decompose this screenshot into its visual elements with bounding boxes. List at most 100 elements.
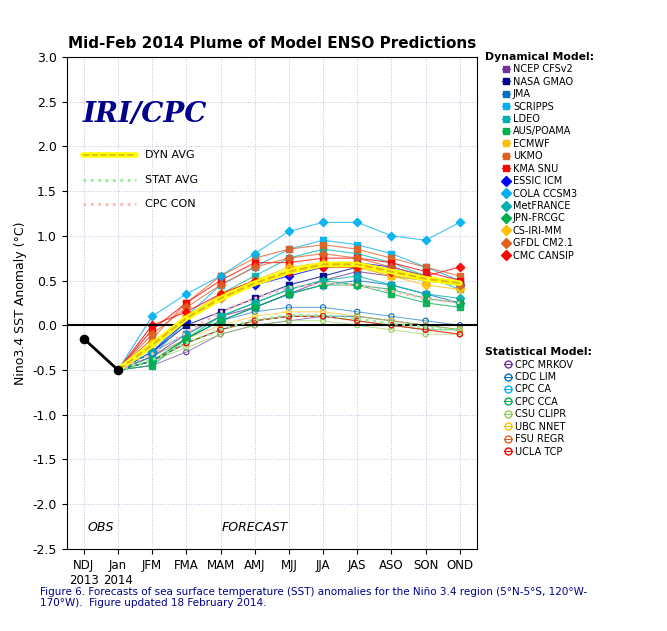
Point [454, 320, 465, 330]
Point [454, 262, 465, 272]
Point [147, 329, 157, 339]
Point [249, 316, 260, 326]
Point [147, 351, 157, 362]
Point [386, 316, 397, 326]
Point [420, 280, 431, 290]
Point [420, 262, 431, 272]
Point [454, 280, 465, 290]
Point [420, 276, 431, 286]
Point [249, 320, 260, 330]
Point [249, 320, 260, 330]
Point [352, 253, 363, 263]
Point [147, 351, 157, 362]
Point [181, 302, 191, 312]
Point [147, 347, 157, 357]
Point [454, 298, 465, 308]
Point [420, 271, 431, 281]
Point [283, 266, 294, 276]
Point [181, 316, 191, 326]
Point [215, 311, 226, 321]
Point [249, 311, 260, 321]
Point [249, 293, 260, 304]
Point [215, 325, 226, 335]
Point [317, 302, 328, 312]
Point [249, 271, 260, 281]
Point [249, 307, 260, 317]
Point [283, 253, 294, 263]
Point [147, 356, 157, 366]
Point [249, 302, 260, 312]
Point [215, 289, 226, 299]
Point [386, 316, 397, 326]
Point [215, 293, 226, 304]
Point [181, 289, 191, 299]
Point [317, 311, 328, 321]
Point [181, 334, 191, 344]
Point [147, 334, 157, 344]
Point [454, 280, 465, 290]
Point [317, 311, 328, 321]
Point [454, 302, 465, 312]
Point [215, 280, 226, 290]
Point [386, 320, 397, 330]
Point [147, 347, 157, 357]
Point [386, 266, 397, 276]
Point [317, 253, 328, 263]
Point [317, 311, 328, 321]
Point [147, 356, 157, 366]
Point [181, 311, 191, 321]
Point [283, 316, 294, 326]
Point [181, 329, 191, 339]
Point [420, 271, 431, 281]
Point [420, 289, 431, 299]
Point [113, 365, 123, 375]
Point [386, 271, 397, 281]
Point [420, 266, 431, 276]
Point [317, 280, 328, 290]
Point [352, 307, 363, 317]
Point [352, 311, 363, 321]
Point [215, 329, 226, 339]
Point [386, 271, 397, 281]
Point [283, 253, 294, 263]
Point [249, 276, 260, 286]
Point [147, 360, 157, 370]
Point [386, 320, 397, 330]
Point [249, 316, 260, 326]
Point [352, 217, 363, 227]
Text: DYN AVG: DYN AVG [145, 150, 194, 160]
Point [283, 262, 294, 272]
Point [420, 325, 431, 335]
Point [249, 253, 260, 263]
Point [147, 356, 157, 366]
Point [181, 338, 191, 348]
Point [454, 329, 465, 339]
Point [181, 338, 191, 348]
Point [352, 280, 363, 290]
Point [215, 271, 226, 281]
Point [317, 307, 328, 317]
Point [386, 280, 397, 290]
Point [352, 316, 363, 326]
Point [147, 311, 157, 321]
Point [317, 249, 328, 259]
Point [147, 356, 157, 366]
Point [181, 316, 191, 326]
Point [181, 334, 191, 344]
Point [181, 329, 191, 339]
Point [454, 285, 465, 295]
Point [147, 351, 157, 362]
Point [352, 240, 363, 250]
Point [215, 289, 226, 299]
Point [147, 356, 157, 366]
Point [249, 276, 260, 286]
Point [454, 280, 465, 290]
Point [386, 231, 397, 241]
Point [283, 302, 294, 312]
Point [215, 316, 226, 326]
Point [317, 262, 328, 272]
Point [386, 249, 397, 259]
Point [283, 266, 294, 276]
Point [454, 293, 465, 304]
Point [181, 338, 191, 348]
